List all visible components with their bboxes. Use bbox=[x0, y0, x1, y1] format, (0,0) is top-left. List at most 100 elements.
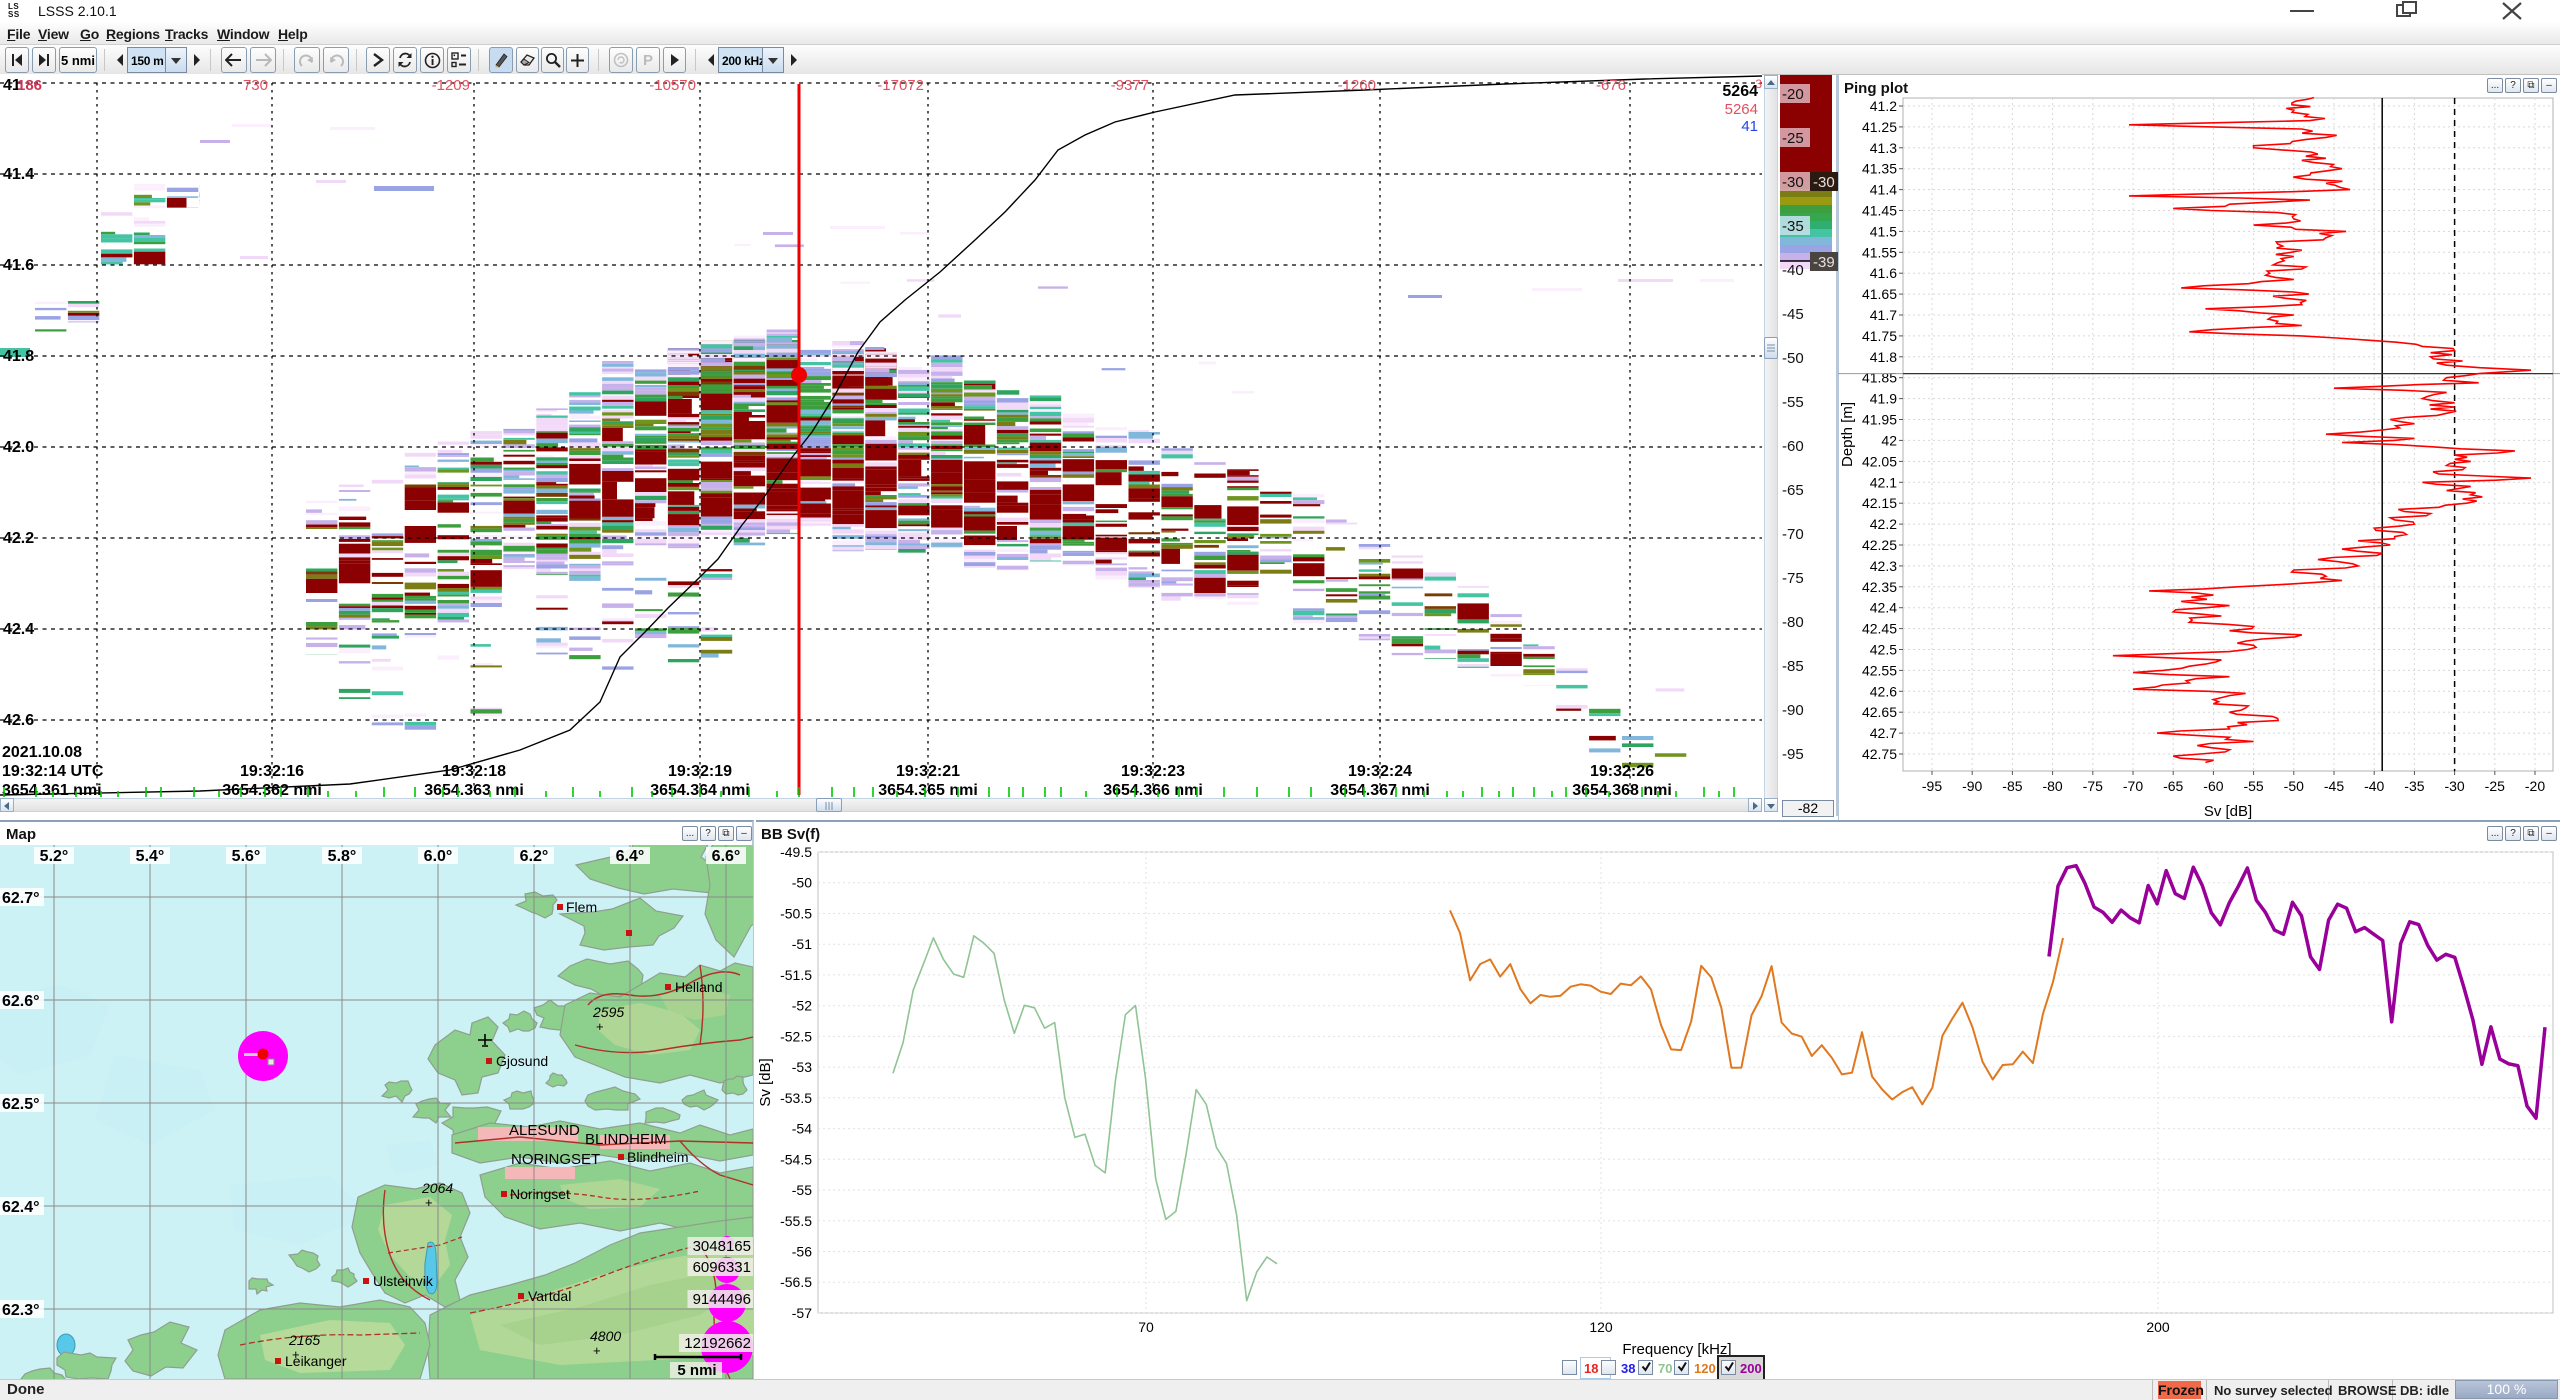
svg-text:-17072: -17072 bbox=[877, 77, 924, 94]
svg-text:-52.5: -52.5 bbox=[780, 1028, 812, 1044]
svg-text:12192662: 12192662 bbox=[684, 1335, 751, 1352]
svg-text:19:32:23: 19:32:23 bbox=[1121, 763, 1185, 780]
svg-text:Depth [m]: Depth [m] bbox=[1839, 402, 1856, 467]
svg-text:-30: -30 bbox=[1813, 174, 1835, 191]
svg-text:-95: -95 bbox=[1922, 778, 1942, 794]
svg-text:Flem: Flem bbox=[566, 899, 597, 915]
svg-text:62.6°: 62.6° bbox=[2, 993, 40, 1010]
svg-text:42.2: 42.2 bbox=[3, 530, 34, 547]
svg-text:6.2°: 6.2° bbox=[520, 848, 549, 865]
svg-text:19:32:26: 19:32:26 bbox=[1590, 763, 1654, 780]
svg-text:41.9: 41.9 bbox=[1870, 391, 1897, 407]
svg-text:-75: -75 bbox=[2083, 778, 2103, 794]
svg-text:41.55: 41.55 bbox=[1862, 244, 1897, 260]
svg-text:200: 200 bbox=[2146, 1319, 2170, 1335]
svg-text:-9377: -9377 bbox=[1111, 77, 1149, 94]
svg-text:-676: -676 bbox=[1596, 77, 1626, 94]
svg-text:-30: -30 bbox=[2444, 778, 2464, 794]
svg-text:-65: -65 bbox=[1782, 482, 1804, 499]
svg-text:-35: -35 bbox=[1782, 218, 1804, 235]
svg-text:-25: -25 bbox=[2485, 778, 2505, 794]
svg-text:41.2: 41.2 bbox=[1870, 98, 1897, 114]
svg-text:-10570: -10570 bbox=[649, 77, 696, 94]
svg-text:-20: -20 bbox=[2525, 778, 2545, 794]
svg-text:6096331: 6096331 bbox=[693, 1259, 751, 1276]
svg-text:BLINDHEIM: BLINDHEIM bbox=[585, 1131, 667, 1148]
svg-text:42.6: 42.6 bbox=[1870, 683, 1897, 699]
svg-text:42.7: 42.7 bbox=[1870, 725, 1897, 741]
svg-text:42.1: 42.1 bbox=[1870, 474, 1897, 490]
svg-text:19:32:18: 19:32:18 bbox=[442, 763, 506, 780]
svg-text:-55: -55 bbox=[1782, 394, 1804, 411]
svg-text:42.25: 42.25 bbox=[1862, 537, 1897, 553]
svg-text:19:32:24: 19:32:24 bbox=[1348, 763, 1412, 780]
svg-text:-53: -53 bbox=[792, 1059, 812, 1075]
svg-text:Sv [dB]: Sv [dB] bbox=[2204, 803, 2252, 820]
svg-text:+: + bbox=[292, 1347, 300, 1362]
svg-text:Vartdal: Vartdal bbox=[528, 1288, 571, 1304]
svg-text:Helland: Helland bbox=[675, 979, 722, 995]
svg-text:-55: -55 bbox=[792, 1182, 812, 1198]
svg-text:-51: -51 bbox=[792, 936, 812, 952]
svg-text:62.7°: 62.7° bbox=[2, 890, 40, 907]
svg-text:41.6: 41.6 bbox=[3, 257, 34, 274]
svg-text:41.4: 41.4 bbox=[1870, 182, 1897, 198]
svg-text:41.85: 41.85 bbox=[1862, 370, 1897, 386]
svg-text:-54: -54 bbox=[792, 1121, 812, 1137]
svg-text:5.2°: 5.2° bbox=[40, 848, 69, 865]
svg-text:2064: 2064 bbox=[421, 1180, 453, 1196]
svg-text:41.35: 41.35 bbox=[1862, 161, 1897, 177]
svg-text:-50.5: -50.5 bbox=[780, 906, 812, 922]
svg-text:-35: -35 bbox=[2404, 778, 2424, 794]
svg-text:5.6°: 5.6° bbox=[232, 848, 261, 865]
svg-text:-40: -40 bbox=[2364, 778, 2384, 794]
svg-text:41.75: 41.75 bbox=[1862, 328, 1897, 344]
svg-text:-40: -40 bbox=[1782, 262, 1804, 279]
svg-text:41.65: 41.65 bbox=[1862, 286, 1897, 302]
svg-text:3654.368 nmi: 3654.368 nmi bbox=[1572, 782, 1672, 798]
svg-text:3654.367 nmi: 3654.367 nmi bbox=[1330, 782, 1430, 798]
svg-text:-39: -39 bbox=[1813, 254, 1835, 271]
svg-text:-50: -50 bbox=[792, 875, 812, 891]
svg-text:41.4: 41.4 bbox=[3, 166, 34, 183]
svg-text:-45: -45 bbox=[1782, 306, 1804, 323]
svg-text:-85: -85 bbox=[1782, 658, 1804, 675]
svg-text:42.4: 42.4 bbox=[1870, 600, 1897, 616]
svg-text:-51.5: -51.5 bbox=[780, 967, 812, 983]
svg-text:62.5°: 62.5° bbox=[2, 1096, 40, 1113]
svg-text:Gjosund: Gjosund bbox=[496, 1053, 548, 1069]
svg-text:62.3°: 62.3° bbox=[2, 1302, 40, 1319]
svg-text:42.65: 42.65 bbox=[1862, 704, 1897, 720]
svg-text:19:32:19: 19:32:19 bbox=[668, 763, 732, 780]
svg-text:Blindheim: Blindheim bbox=[627, 1149, 688, 1165]
svg-text:120: 120 bbox=[1589, 1319, 1613, 1335]
svg-text:42.4: 42.4 bbox=[3, 621, 34, 638]
svg-text:-75: -75 bbox=[1782, 570, 1804, 587]
svg-text:41.3: 41.3 bbox=[1870, 140, 1897, 156]
svg-text:-80: -80 bbox=[2042, 778, 2062, 794]
svg-text:41.5: 41.5 bbox=[1870, 223, 1897, 239]
svg-text:186: 186 bbox=[17, 77, 42, 94]
svg-text:-60: -60 bbox=[2203, 778, 2223, 794]
svg-text:41.45: 41.45 bbox=[1862, 203, 1897, 219]
svg-text:-52: -52 bbox=[792, 998, 812, 1014]
svg-text:Ulsteinvik: Ulsteinvik bbox=[373, 1273, 434, 1289]
svg-text:41.6: 41.6 bbox=[1870, 265, 1897, 281]
svg-text:42.45: 42.45 bbox=[1862, 621, 1897, 637]
svg-text:+: + bbox=[596, 1019, 604, 1034]
svg-text:-70: -70 bbox=[1782, 526, 1804, 543]
svg-text:42: 42 bbox=[1881, 432, 1897, 448]
svg-text:6.0°: 6.0° bbox=[424, 848, 453, 865]
svg-text:+: + bbox=[425, 1195, 433, 1210]
svg-text:3654.366 nmi: 3654.366 nmi bbox=[1103, 782, 1203, 798]
svg-text:-90: -90 bbox=[1782, 702, 1804, 719]
svg-text:42.6: 42.6 bbox=[3, 712, 34, 729]
svg-text:5264: 5264 bbox=[1725, 101, 1758, 118]
svg-text:70: 70 bbox=[1138, 1319, 1154, 1335]
svg-text:3048165: 3048165 bbox=[693, 1238, 751, 1255]
svg-text:6.4°: 6.4° bbox=[616, 848, 645, 865]
svg-text:2021.10.08: 2021.10.08 bbox=[2, 744, 82, 761]
svg-text:-25: -25 bbox=[1782, 130, 1804, 147]
svg-text:42.05: 42.05 bbox=[1862, 453, 1897, 469]
svg-text:-95: -95 bbox=[1782, 746, 1804, 763]
